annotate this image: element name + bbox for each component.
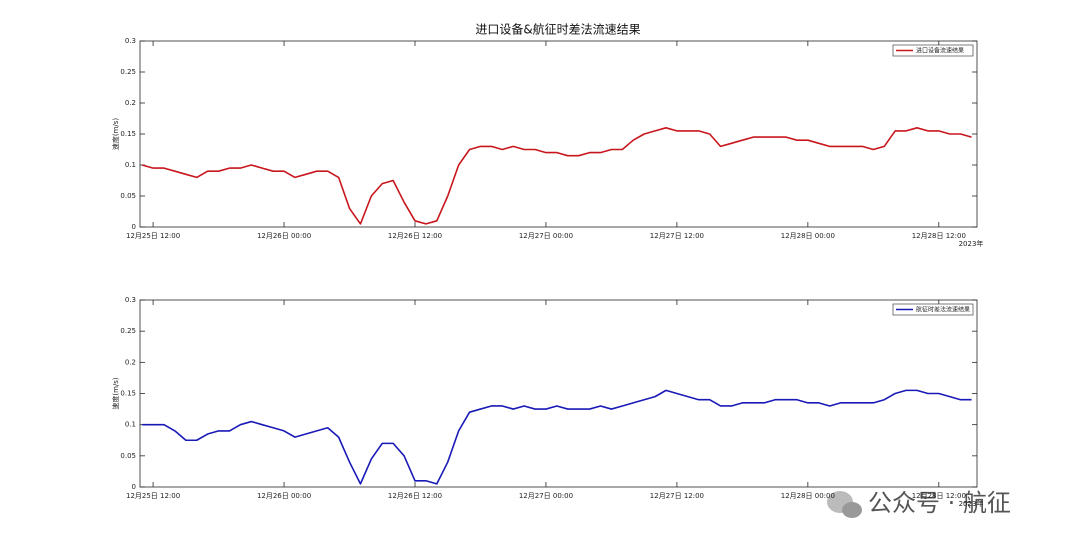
y-tick-label: 0.15 [120, 130, 136, 138]
y-axis-label: 速度(m/s) [111, 377, 120, 410]
x-tick-label: 12月28日 12:00 [912, 492, 966, 500]
y-tick-label: 0.2 [125, 358, 136, 366]
y-tick-label: 0.3 [125, 296, 136, 304]
y-tick-label: 0.25 [120, 68, 136, 76]
data-line [141, 127, 972, 225]
legend-label: 航征时差法流速结果 [916, 306, 970, 314]
legend-label: 进口设备流速结果 [916, 47, 964, 55]
y-tick-label: 0.1 [125, 161, 136, 169]
chart-title: 进口设备&航征时差法流速结果 [475, 22, 640, 37]
y-tick-label: 0 [132, 483, 136, 491]
watermark: 公众号 · 航征 [868, 489, 1011, 517]
x-axis-year: 2023年 [959, 239, 984, 248]
x-tick-label: 12月26日 12:00 [388, 232, 442, 240]
y-tick-label: 0.05 [120, 192, 136, 200]
x-tick-label: 12月28日 12:00 [912, 232, 966, 240]
x-tick-label: 12月25日 12:00 [126, 492, 180, 500]
x-tick-label: 12月27日 00:00 [519, 492, 573, 500]
y-tick-label: 0.1 [125, 421, 136, 429]
y-tick-label: 0.2 [125, 99, 136, 107]
y-tick-label: 0.3 [125, 37, 136, 45]
plot-area [139, 40, 978, 228]
y-tick-label: 0 [132, 223, 136, 231]
y-tick-label: 0.25 [120, 327, 136, 335]
y-tick-label: 0.05 [120, 452, 136, 460]
x-tick-label: 12月26日 12:00 [388, 492, 442, 500]
x-tick-label: 12月26日 00:00 [257, 492, 311, 500]
data-line [142, 389, 972, 485]
y-tick-label: 0.15 [120, 390, 136, 398]
legend-box [892, 44, 974, 57]
x-tick-label: 12月28日 00:00 [781, 232, 835, 240]
y-axis-label: 速度(m/s) [111, 118, 120, 151]
x-tick-label: 12月25日 12:00 [126, 232, 180, 240]
legend-box [892, 303, 974, 316]
x-tick-label: 12月27日 12:00 [650, 492, 704, 500]
x-tick-label: 12月27日 12:00 [650, 232, 704, 240]
x-tick-label: 12月28日 00:00 [781, 492, 835, 500]
x-tick-label: 12月26日 00:00 [257, 232, 311, 240]
plot-area [139, 299, 978, 488]
x-axis-year: 2023年 [959, 499, 984, 508]
watermark-icon [827, 491, 862, 518]
x-tick-label: 12月27日 00:00 [519, 232, 573, 240]
